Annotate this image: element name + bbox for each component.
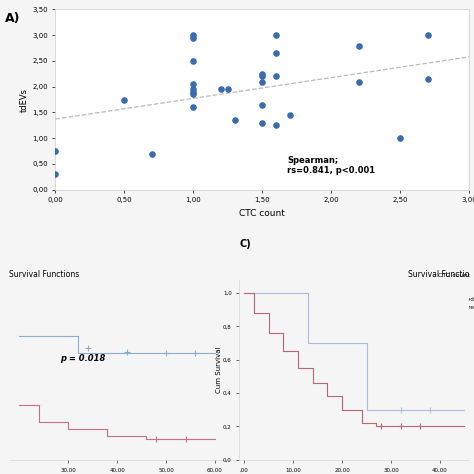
Point: [190, 88, 197, 96]
Point: [286, 111, 294, 119]
Point: [190, 103, 197, 111]
Point: [396, 134, 404, 142]
Point: [424, 31, 432, 39]
Point: [190, 34, 197, 42]
Point: [224, 85, 232, 93]
Point: [273, 31, 280, 39]
Point: [190, 85, 197, 93]
Point: [52, 147, 59, 155]
Point: [190, 57, 197, 65]
Point: [120, 96, 128, 103]
X-axis label: CTC count: CTC count: [239, 209, 285, 218]
Point: [217, 85, 225, 93]
Point: [231, 116, 238, 124]
Point: [258, 101, 266, 109]
Legend: .00, 1.00, .00-censored, 1.00-censored: .00, 1.00, .00-censored, 1.00-censored: [430, 273, 474, 310]
Point: [148, 150, 156, 157]
Point: [258, 70, 266, 78]
Text: A): A): [5, 12, 20, 25]
Y-axis label: Cum Survival: Cum Survival: [216, 346, 221, 393]
Point: [190, 91, 197, 98]
Text: C): C): [239, 239, 251, 249]
Point: [273, 73, 280, 80]
Text: p = 0.018: p = 0.018: [60, 354, 105, 363]
Point: [355, 42, 363, 49]
Text: Spearman;
rs=0.841, p<0.001: Spearman; rs=0.841, p<0.001: [287, 156, 375, 175]
Point: [258, 78, 266, 85]
Point: [424, 75, 432, 83]
Text: Survival Functions: Survival Functions: [9, 270, 80, 279]
Point: [273, 121, 280, 129]
Y-axis label: tdEVs: tdEVs: [20, 88, 29, 111]
Point: [52, 170, 59, 178]
Point: [190, 80, 197, 88]
Point: [190, 31, 197, 39]
Point: [273, 49, 280, 57]
Text: Survival Functio: Survival Functio: [408, 270, 469, 279]
Point: [258, 119, 266, 127]
Point: [355, 78, 363, 85]
Point: [258, 73, 266, 80]
